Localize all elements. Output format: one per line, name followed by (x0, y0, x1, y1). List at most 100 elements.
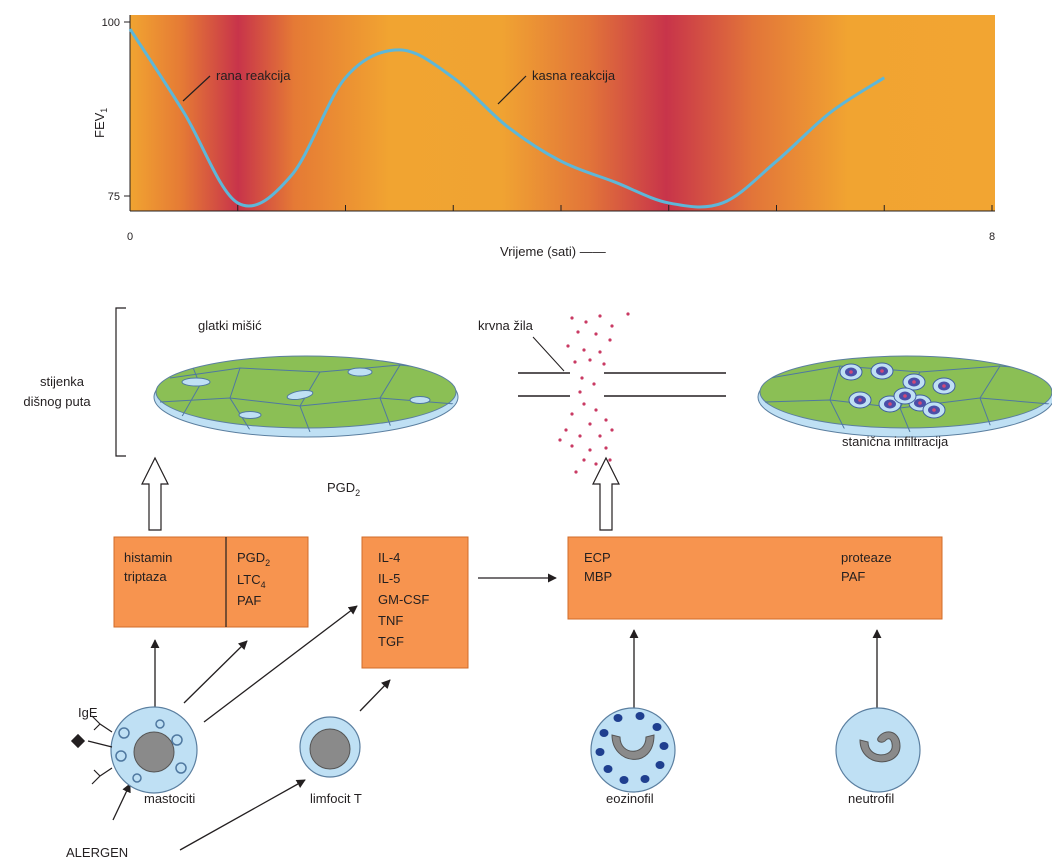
mast-cell-mediators-box: histamin triptaza PGD2 LTC4 PAF (113, 536, 309, 628)
hollow-arrow-up-left (141, 456, 169, 531)
y-tick-label-75: 75 (108, 191, 120, 203)
eosinophil-granule (659, 742, 669, 750)
eosinophil-granule (652, 723, 662, 731)
pathway-arrows (112, 573, 882, 851)
cytokine-gmcsf: GM-CSF (378, 592, 429, 607)
eosinophil-granule (603, 765, 613, 773)
plasma-dot (592, 382, 596, 386)
infiltrating-cell (932, 377, 956, 395)
plasma-dot (558, 438, 562, 442)
plasma-dot (580, 376, 584, 380)
protein-proteases: proteaze (841, 550, 892, 565)
allergen-molecule (70, 733, 86, 749)
arrow-mast-to-cytokines (203, 605, 358, 723)
early-reaction-leader (182, 75, 211, 102)
plasma-dot (574, 470, 578, 474)
protein-paf: PAF (841, 569, 865, 584)
plasma-dot (598, 350, 602, 354)
plasma-dot (610, 428, 614, 432)
plasma-dot (588, 358, 592, 362)
plasma-dot (594, 462, 598, 466)
eosinophil-granules (595, 712, 669, 784)
muscle-nucleus (238, 411, 262, 419)
fev1-chart: 100 75 FEV1 0 8 Vrijeme (sati) —— rana r… (92, 15, 995, 259)
arrow-allergen-to-tcell (179, 779, 306, 851)
eosinophil-granule (635, 712, 645, 720)
infiltrating-cell (839, 363, 863, 381)
allergen-label: ALERGEN (66, 845, 128, 860)
plasma-dot (576, 330, 580, 334)
arrow-mast-to-box1-right (183, 640, 248, 704)
eosinophil-granule (599, 729, 609, 737)
smooth-muscle-illustration (153, 355, 459, 438)
svg-text:FEV1: FEV1 (92, 108, 109, 138)
plasma-dot (610, 324, 614, 328)
plasma-dot (564, 428, 568, 432)
plasma-dot (582, 402, 586, 406)
infiltrating-cell (922, 401, 946, 419)
eosinophil-granule (655, 761, 665, 769)
infiltrating-cell (848, 391, 872, 409)
airway-wall-bracket (115, 307, 126, 457)
t-lymphocyte (299, 716, 361, 778)
plasma-dot (570, 444, 574, 448)
infiltrating-cell (870, 362, 894, 380)
cytokine-tnf: TNF (378, 613, 403, 628)
hollow-arrow-up-right (592, 456, 620, 531)
early-reaction-label: rana reakcija (216, 68, 291, 83)
late-reaction-leader (497, 75, 527, 105)
infiltrating-cell (902, 373, 926, 391)
plasma-dot (626, 312, 630, 316)
infiltrating-cell (893, 387, 917, 405)
plasma-dot (608, 458, 612, 462)
plasma-dot (584, 320, 588, 324)
plasma-dot (588, 448, 592, 452)
x-axis-label: Vrijeme (sati) —— (500, 244, 606, 259)
plasma-dot (594, 332, 598, 336)
plasma-dot (578, 434, 582, 438)
y-tick-label-100: 100 (102, 17, 120, 29)
arrow-tcell-to-cytokines (359, 679, 391, 712)
mediator-ltc4: LTC4 (237, 572, 266, 590)
airway-wall-label-line2: dišnog puta (23, 394, 91, 409)
fev1-curve (128, 28, 886, 209)
blood-vessel-label: krvna žila (478, 318, 534, 333)
eosinophil-granule (619, 776, 629, 784)
chart-background (130, 15, 995, 211)
mediator-pgd2: PGD2 (237, 550, 270, 568)
muscle-nucleus (347, 367, 373, 377)
smooth-muscle-label: glatki mišić (198, 318, 262, 333)
plasma-dot (598, 314, 602, 318)
plasma-exudation-dots (558, 312, 630, 474)
eosinophil (590, 707, 676, 793)
plasma-dot (570, 316, 574, 320)
x-tick-label-8: 8 (989, 231, 995, 243)
plasma-dot (570, 412, 574, 416)
plasma-dot (573, 360, 577, 364)
blood-vessel (518, 372, 726, 397)
x-tick-marks (237, 205, 993, 211)
cytokine-tgf: TGF (378, 634, 404, 649)
muscle-nucleus (286, 389, 314, 401)
cell-infiltration-label: stanična infiltracija (842, 434, 949, 449)
eosinophil-granule (613, 714, 623, 722)
plasma-dot (566, 344, 570, 348)
pgd2-label: PGD2 (327, 480, 360, 498)
eosinophil-granule (640, 775, 650, 783)
granule-proteins-box: ECP MBP proteaze PAF (567, 536, 943, 620)
mediator-paf: PAF (237, 593, 261, 608)
infiltrating-cells (839, 362, 956, 419)
cytokine-il5: IL-5 (378, 571, 400, 586)
plasma-dot (608, 338, 612, 342)
plasma-dot (582, 458, 586, 462)
late-reaction-label: kasna reakcija (532, 68, 616, 83)
plasma-dot (602, 362, 606, 366)
cytokine-il4: IL-4 (378, 550, 400, 565)
plasma-dot (604, 446, 608, 450)
protein-mbp: MBP (584, 569, 612, 584)
muscle-nucleus (181, 377, 211, 387)
mast-cell (110, 706, 198, 794)
ige-receptors (87, 715, 113, 785)
eosinophil-label: eozinofil (606, 791, 654, 806)
